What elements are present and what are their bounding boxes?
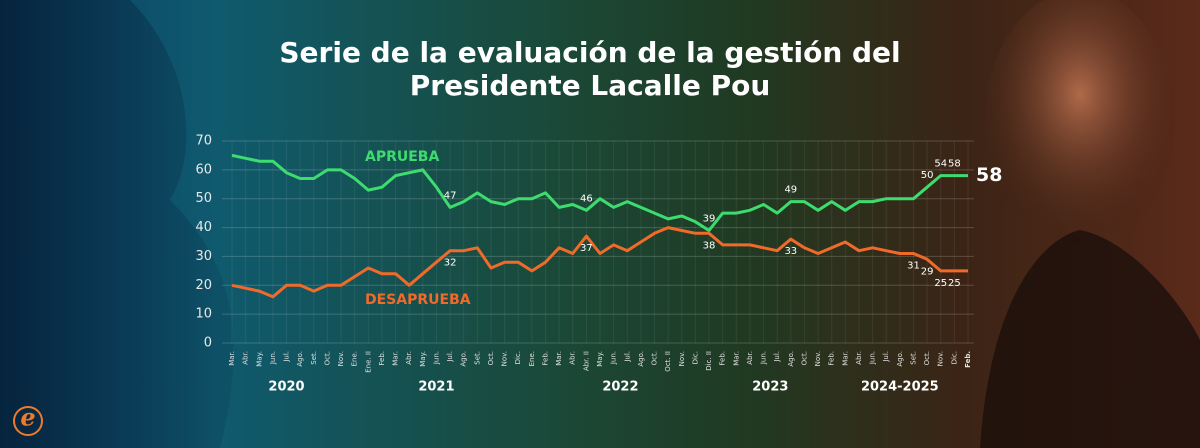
x-tick-label: Mar. xyxy=(555,351,563,366)
x-tick-label: Dic. II xyxy=(705,351,713,371)
series-label: DESAPRUEBA xyxy=(365,292,471,308)
x-tick-label: Jun. xyxy=(432,351,440,365)
year-label: 2020 xyxy=(268,380,304,395)
portrait-body xyxy=(980,230,1200,448)
x-tick-label: Jun. xyxy=(760,351,768,365)
x-tick-label: Ene. xyxy=(351,351,359,366)
x-tick-label: Nov. xyxy=(337,351,345,366)
y-tick-label: 50 xyxy=(195,191,212,206)
x-tick-label: Abr. xyxy=(569,351,577,365)
x-tick-label: Set. xyxy=(473,351,481,365)
x-tick-label: Ene. xyxy=(528,351,536,366)
year-label: 2022 xyxy=(602,380,638,395)
x-tick-label: Ago. xyxy=(896,351,904,367)
silhouette xyxy=(0,0,234,448)
x-tick-label: Feb. xyxy=(378,351,386,366)
y-tick-label: 10 xyxy=(195,307,212,322)
year-label: 2023 xyxy=(752,380,788,395)
value-label: 39 xyxy=(703,213,716,224)
value-label: 38 xyxy=(703,240,716,251)
x-tick-label: Ago. xyxy=(460,351,468,367)
value-label: 47 xyxy=(444,190,457,201)
logo: e xyxy=(20,403,35,432)
x-tick-label: Jul. xyxy=(773,351,781,363)
x-tick-label: Oct. xyxy=(800,351,808,365)
x-tick-label: Dic. xyxy=(691,351,699,364)
value-label: 50 xyxy=(921,170,934,181)
value-label: 54 xyxy=(934,159,947,170)
x-tick-label: Ago. xyxy=(637,351,645,367)
y-tick-label: 70 xyxy=(195,134,212,149)
x-tick-label: Abr. xyxy=(405,351,413,365)
x-tick-label: May. xyxy=(255,351,263,367)
x-tick-label: Abr. xyxy=(855,351,863,365)
x-tick-label: Jul. xyxy=(623,351,631,363)
value-label: 31 xyxy=(907,261,920,272)
x-tick-label: Ago. xyxy=(296,351,304,367)
x-tick-label: Mar. xyxy=(228,351,236,366)
x-tick-label: Jun. xyxy=(610,351,618,365)
x-tick-label: Oct. xyxy=(323,351,331,365)
chart-title: Serie de la evaluación de la gestión del xyxy=(279,36,900,69)
value-label: 29 xyxy=(921,266,934,277)
series-label: APRUEBA xyxy=(365,149,439,165)
y-tick-label: 40 xyxy=(195,220,212,235)
y-tick-label: 60 xyxy=(195,162,212,177)
portrait xyxy=(985,0,1175,250)
end-value-label: 58 xyxy=(976,164,1002,186)
x-tick-label: Jul. xyxy=(882,351,890,363)
x-tick-label: Ago. xyxy=(787,351,795,367)
x-tick-label: Mar. xyxy=(732,351,740,366)
x-tick-label: May. xyxy=(419,351,427,367)
x-tick-label: Oct. II xyxy=(664,351,672,372)
x-tick-label: Mar. xyxy=(841,351,849,366)
x-tick-label: Nov. xyxy=(937,351,945,366)
x-tick-label: Ene. II xyxy=(364,351,372,373)
value-label: 37 xyxy=(580,243,593,254)
x-tick-label: Feb. xyxy=(719,351,727,366)
value-label: 25 xyxy=(934,278,947,289)
y-tick-label: 30 xyxy=(195,249,212,264)
x-tick-label: Abr. xyxy=(746,351,754,365)
x-tick-label: Mar. xyxy=(392,351,400,366)
x-tick-label: Nov. xyxy=(501,351,509,366)
x-tick-label: Abr. II xyxy=(582,351,590,371)
value-label: 46 xyxy=(580,193,593,204)
value-label: 58 xyxy=(948,159,961,170)
x-tick-label: Nov. xyxy=(678,351,686,366)
x-tick-label: May. xyxy=(596,351,604,367)
x-tick-label: Feb. xyxy=(828,351,836,366)
x-tick-label: Dic. xyxy=(950,351,958,364)
y-tick-label: 20 xyxy=(195,278,212,293)
x-tick-label: Feb. xyxy=(541,351,549,366)
x-tick-label: Oct. xyxy=(923,351,931,365)
series-line xyxy=(231,153,968,232)
value-label: 49 xyxy=(784,185,797,196)
series-line xyxy=(231,226,968,299)
x-tick-label: Jul. xyxy=(446,351,454,363)
x-tick-label: Feb. xyxy=(964,351,972,368)
x-tick-label: Dic. xyxy=(514,351,522,364)
year-label: 2024-2025 xyxy=(861,380,939,395)
x-tick-label: Nov. xyxy=(814,351,822,366)
chart-title: Presidente Lacalle Pou xyxy=(410,69,771,102)
x-tick-label: Jun. xyxy=(869,351,877,365)
y-tick-label: 0 xyxy=(204,336,212,351)
logo-ring xyxy=(13,406,43,436)
value-label: 33 xyxy=(784,246,797,257)
x-tick-label: Jul. xyxy=(283,351,291,363)
x-tick-label: Oct. xyxy=(651,351,659,365)
value-label: 25 xyxy=(948,278,961,289)
year-label: 2021 xyxy=(418,380,454,395)
x-tick-label: Jun. xyxy=(269,351,277,365)
value-label: 32 xyxy=(444,258,457,269)
x-tick-label: Oct. xyxy=(487,351,495,365)
x-tick-label: Abr. xyxy=(242,351,250,365)
x-tick-label: Set. xyxy=(310,351,318,365)
x-tick-label: Set. xyxy=(909,351,917,365)
